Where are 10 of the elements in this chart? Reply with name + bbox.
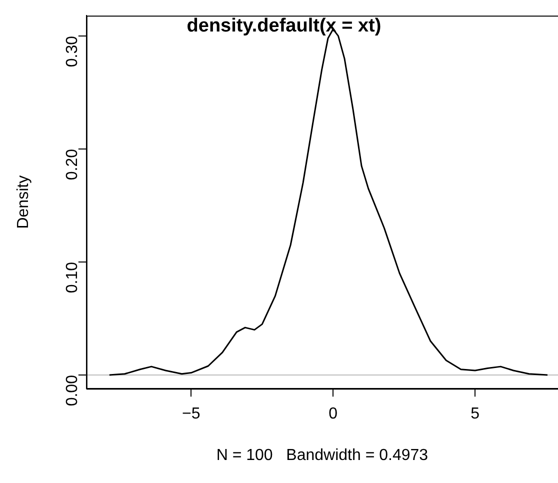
y-tick-label: 0.20	[64, 148, 81, 180]
y-tick-label: 0.10	[64, 262, 81, 294]
x-tick-label: 5	[470, 406, 480, 423]
x-tick-label: 0	[328, 406, 338, 423]
x-tick-label: −5	[182, 406, 200, 423]
y-axis-title: Density	[15, 175, 32, 229]
y-tick-label: 0.00	[64, 374, 81, 406]
chart-title: density.default(x = xt)	[186, 15, 382, 36]
y-tick-label: 0.30	[64, 36, 81, 68]
x-axis-title: N = 100 Bandwidth = 0.4973	[216, 446, 428, 464]
